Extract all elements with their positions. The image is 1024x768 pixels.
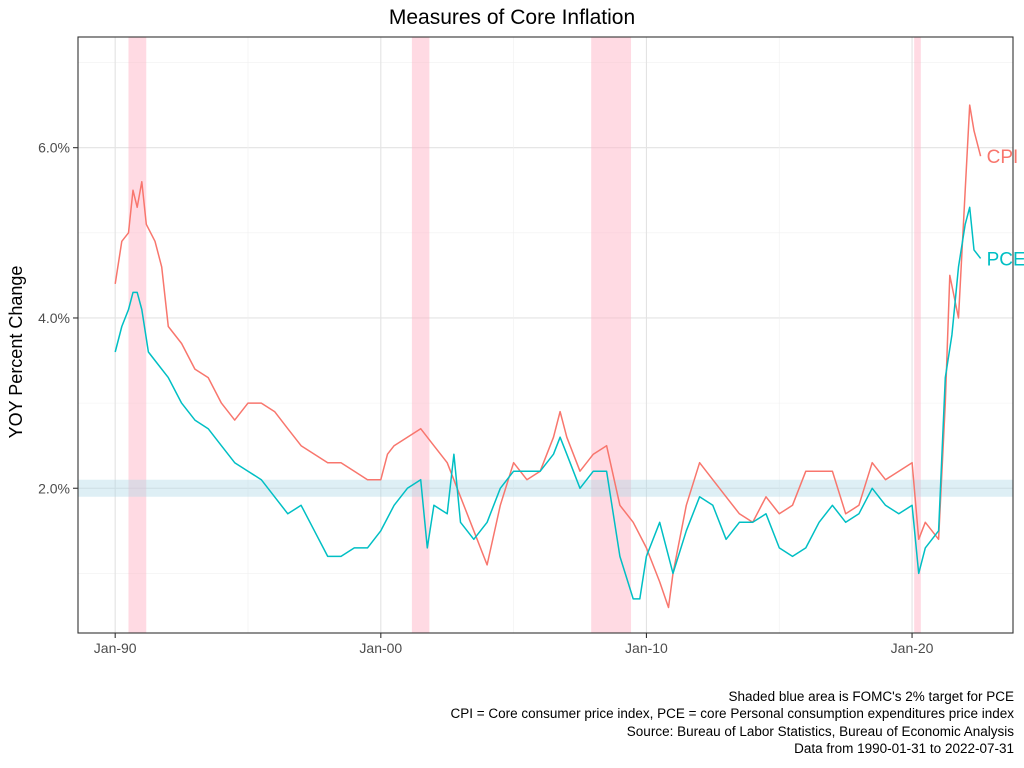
plot-background [78,37,1013,633]
series-lines [114,104,982,609]
y-axis: 2.0% 4.0% 6.0% [38,140,78,496]
y-tick-label: 4.0% [38,310,70,326]
plot-border [77,36,1014,634]
caption-line: Data from 1990-01-31 to 2022-07-31 [794,740,1014,756]
y-tick-label: 2.0% [38,480,70,496]
chart-caption: Shaded blue area is FOMC's 2% target for… [450,688,1014,757]
target-band [78,479,1013,497]
x-axis: Jan-90 Jan-00 Jan-10 Jan-20 [94,633,934,656]
caption-line: Source: Bureau of Labor Statistics, Bure… [626,723,1014,739]
recession-bar [128,37,147,633]
x-tick-label: Jan-90 [94,640,137,656]
series-label-cpi: CPI [987,147,1019,168]
series-label-pce: PCE [987,249,1024,270]
y-axis-label: YOY Percent Change [6,266,26,439]
caption-line: CPI = Core consumer price index, PCE = c… [450,706,1014,722]
caption-line: Shaded blue area is FOMC's 2% target for… [728,689,1014,704]
x-tick-label: Jan-00 [359,640,402,656]
target-band-rect [78,479,1013,497]
plot-panel [78,37,1013,633]
gridlines [78,37,1013,633]
series-line-pce [114,206,982,600]
recession-bar [914,37,921,633]
y-tick-label: 6.0% [38,140,70,156]
x-tick-label: Jan-10 [625,640,668,656]
plot-frame [77,36,1014,634]
series-line-cpi [114,104,982,609]
recession-bar [411,37,430,633]
x-tick-label: Jan-20 [891,640,934,656]
series-labels: CPI PCE [987,147,1024,270]
recession-bar [591,37,632,633]
chart-title: Measures of Core Inflation [388,6,636,29]
